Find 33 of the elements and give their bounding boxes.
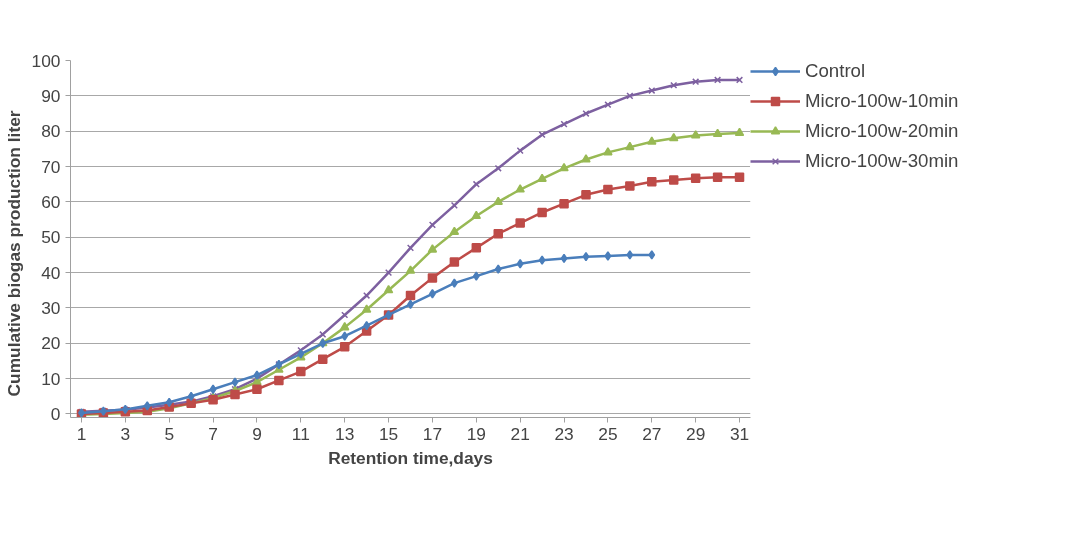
x-tick-label: 13 <box>335 423 355 444</box>
x-tick-label: 25 <box>598 423 618 444</box>
y-tick-label: 0 <box>50 403 61 424</box>
y-tick-label: 30 <box>41 297 61 318</box>
x-tick-label: 9 <box>252 423 262 444</box>
y-tick-label: 80 <box>41 121 61 142</box>
y-tick-label: 90 <box>41 85 61 106</box>
x-tick-label: 19 <box>466 423 486 444</box>
y-tick-label: 10 <box>41 368 61 389</box>
x-tick-label: 1 <box>76 423 87 444</box>
x-axis-title: Retention time,days <box>328 447 493 468</box>
legend-label: Micro-100w-10min <box>805 90 959 112</box>
y-axis-title: Cumulative biogas production liter <box>3 110 24 397</box>
x-tick-label: 7 <box>208 423 218 444</box>
x-tick-label: 17 <box>422 423 443 444</box>
x-tick-label: 23 <box>554 423 574 444</box>
legend-label: Control <box>805 60 866 82</box>
legend-label: Micro-100w-30min <box>805 150 959 172</box>
x-tick-label: 21 <box>510 423 530 444</box>
y-tick-label: 60 <box>41 191 61 212</box>
legend-label: Micro-100w-20min <box>805 120 959 142</box>
x-tick-label: 27 <box>642 423 662 444</box>
x-tick-label: 29 <box>686 423 706 444</box>
x-tick-label: 5 <box>164 423 175 444</box>
x-tick-label: 3 <box>120 423 131 444</box>
y-tick-label: 40 <box>41 262 61 283</box>
y-tick-label: 50 <box>41 227 61 248</box>
x-tick-label: 15 <box>378 423 399 444</box>
y-tick-label: 70 <box>41 156 61 177</box>
x-tick-label: 31 <box>729 423 750 444</box>
x-tick-label: 11 <box>291 423 310 444</box>
y-tick-label: 20 <box>41 333 61 354</box>
y-tick-label: 100 <box>31 50 61 71</box>
